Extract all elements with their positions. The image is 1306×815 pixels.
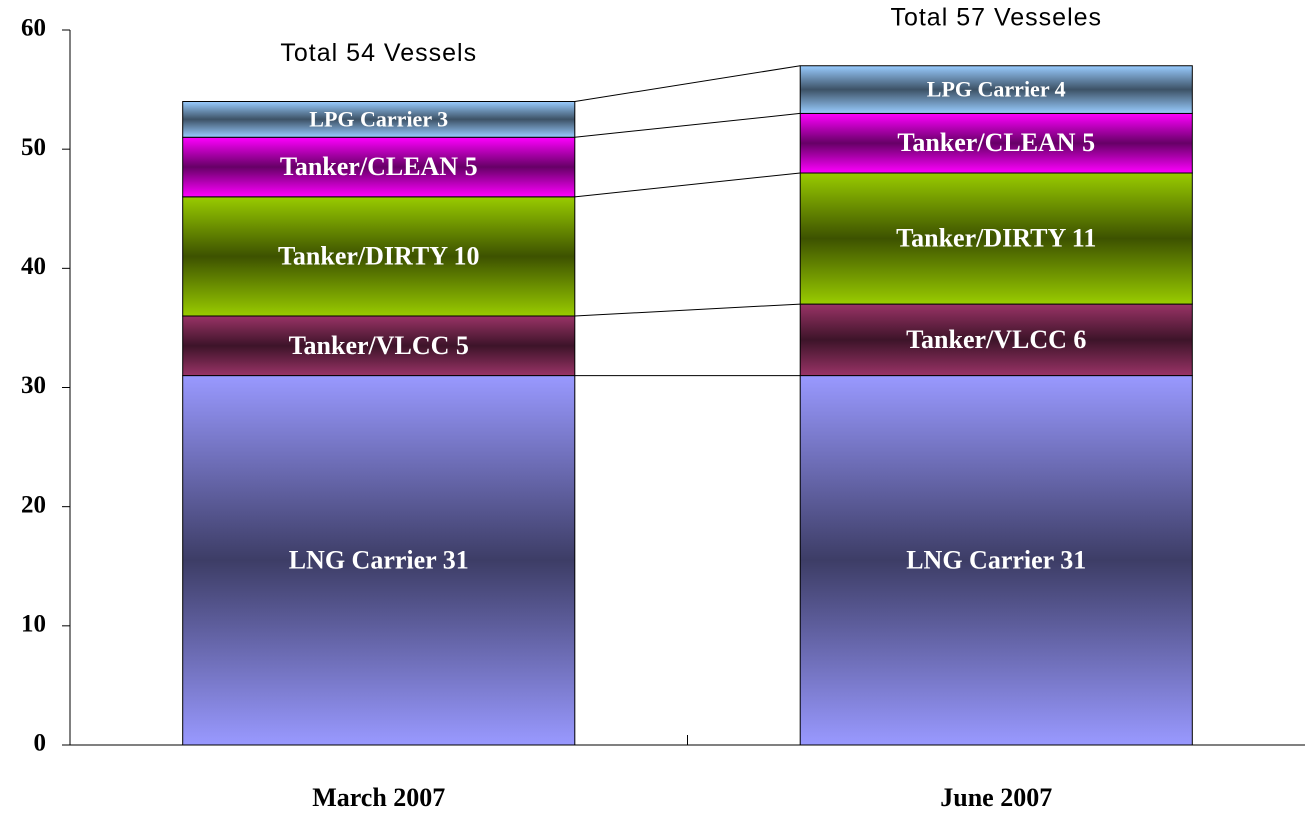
bar-segment: [799, 65, 1193, 114]
data-label: Tanker/VLCC 5: [289, 331, 469, 360]
data-label: LNG Carrier 31: [289, 545, 469, 574]
y-tick-label: 10: [21, 611, 46, 638]
total-annotation: Total 54 Vessels: [280, 39, 477, 67]
y-tick-label: 40: [21, 253, 46, 280]
bar-segment: [799, 375, 1193, 746]
connector-line: [574, 112, 801, 138]
data-label: Tanker/DIRTY 11: [896, 224, 1096, 253]
bar-segment: [182, 196, 576, 317]
x-tick-label: March 2007: [312, 783, 445, 812]
bar-segment: [799, 172, 1193, 305]
bar-segment: [182, 136, 576, 198]
data-label: LPG Carrier 3: [309, 106, 448, 131]
connector-line: [574, 65, 801, 102]
connector-line: [574, 172, 801, 198]
bar-segment: [182, 315, 576, 377]
bar-segment: [799, 112, 1193, 174]
data-label: Tanker/CLEAN 5: [280, 152, 478, 181]
y-tick-label: 50: [21, 134, 46, 161]
total-annotation: Total 57 Vesseles: [890, 3, 1102, 31]
y-tick-label: 60: [21, 15, 46, 42]
y-tick-label: 0: [34, 730, 47, 757]
x-tick-label: June 2007: [940, 783, 1052, 812]
data-label: Tanker/DIRTY 10: [278, 241, 480, 270]
data-label: LPG Carrier 4: [927, 77, 1066, 102]
data-label: LNG Carrier 31: [906, 545, 1086, 574]
y-tick-label: 30: [21, 372, 46, 399]
bar-segment: [182, 375, 576, 746]
connector-line: [574, 303, 801, 317]
bar-segment: [799, 303, 1193, 377]
data-label: Tanker/CLEAN 5: [897, 128, 1095, 157]
data-label: Tanker/VLCC 6: [906, 325, 1086, 354]
y-tick-label: 20: [21, 491, 46, 518]
bar-segment: [182, 101, 576, 138]
